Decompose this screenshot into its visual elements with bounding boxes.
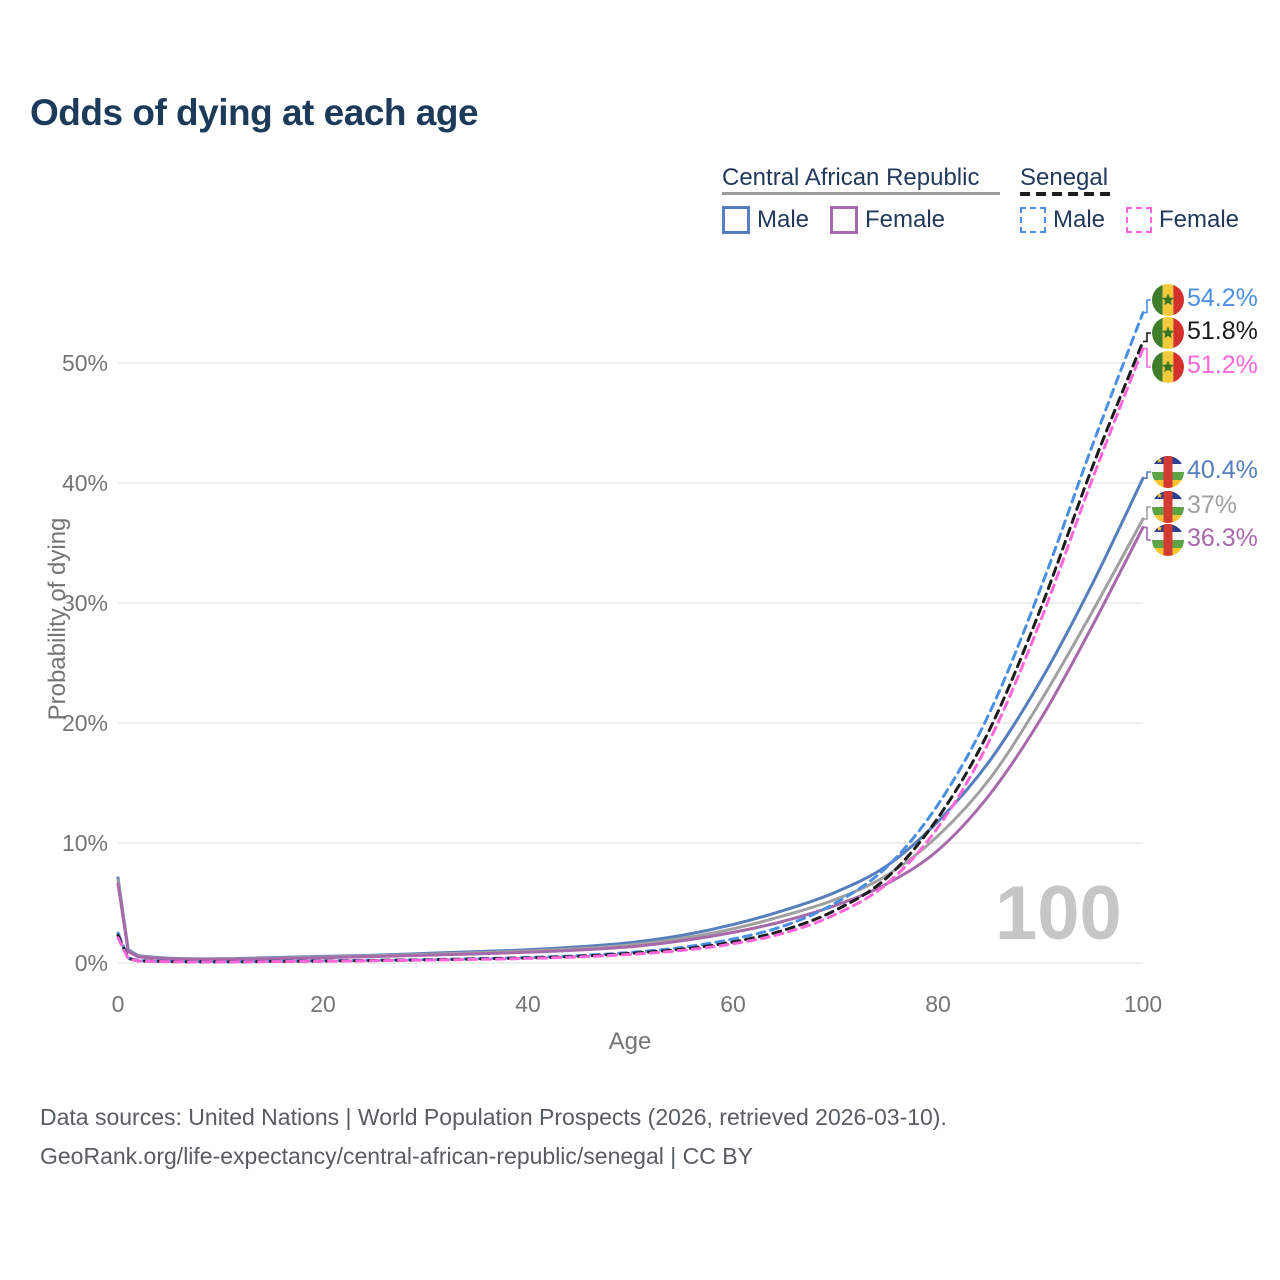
page-title: Odds of dying at each age bbox=[30, 92, 479, 133]
x-tick-label: 80 bbox=[925, 991, 951, 1017]
legend-item-label: Male bbox=[1053, 206, 1106, 233]
senegal-flag-icon bbox=[1152, 351, 1184, 383]
flag-part bbox=[1163, 491, 1173, 523]
flag-part bbox=[1156, 525, 1163, 531]
x-axis-title: Age bbox=[608, 1028, 652, 1055]
y-tick-label: 40% bbox=[62, 470, 108, 496]
x-tick-label: 60 bbox=[720, 991, 746, 1017]
end-label-senegal-male: 54.2% bbox=[1187, 284, 1258, 312]
legend-item-label: Female bbox=[1159, 206, 1240, 233]
label-connector-senegal-male bbox=[1143, 299, 1151, 314]
flag-part bbox=[1161, 360, 1175, 373]
series-line-senegal-both bbox=[116, 339, 1145, 964]
car-male-swatch-icon bbox=[722, 206, 750, 234]
y-tick-label: 10% bbox=[62, 830, 108, 856]
end-label-car-male: 40.4% bbox=[1187, 456, 1258, 484]
label-connector-senegal-female bbox=[1143, 347, 1151, 368]
x-tick-label: 100 bbox=[1124, 991, 1162, 1017]
y-tick-label: 50% bbox=[62, 350, 108, 376]
y-axis-title: Probability of dying bbox=[44, 517, 71, 721]
flag-part bbox=[1152, 317, 1163, 349]
flag-part bbox=[1161, 293, 1175, 306]
car-flag-icon bbox=[1152, 524, 1184, 556]
flag-part bbox=[1173, 351, 1184, 383]
y-tick-label: 0% bbox=[75, 950, 108, 976]
flag-part bbox=[1163, 524, 1173, 556]
flag-part bbox=[1161, 326, 1175, 339]
legend-item-label: Female bbox=[865, 206, 946, 233]
flag-part bbox=[1152, 351, 1163, 383]
legend-item-car-male: Male bbox=[722, 206, 809, 234]
car-female-swatch-icon bbox=[830, 206, 858, 234]
label-connector-senegal-both bbox=[1143, 332, 1151, 343]
age-counter-watermark: 100 bbox=[995, 871, 1122, 956]
series-line-car-female bbox=[116, 525, 1145, 961]
footer-sources: Data sources: United Nations | World Pop… bbox=[40, 1104, 947, 1130]
x-tick-label: 20 bbox=[310, 991, 336, 1017]
car-flag-icon bbox=[1152, 456, 1184, 488]
x-tick-label: 40 bbox=[515, 991, 541, 1017]
senegal-female-swatch-icon bbox=[1126, 207, 1152, 233]
series-line-car-male bbox=[116, 476, 1145, 961]
end-label-senegal-female: 51.2% bbox=[1187, 351, 1258, 379]
x-tick-label: 0 bbox=[112, 991, 125, 1017]
legend-group-label-senegal: Senegal bbox=[1020, 164, 1109, 191]
legend-group-label-car: Central African Republic bbox=[722, 164, 980, 191]
flag-part bbox=[1156, 492, 1163, 498]
legend-item-senegal-male: Male bbox=[1020, 206, 1105, 234]
label-connector-car-male bbox=[1143, 471, 1151, 479]
legend-underline-senegal-line bbox=[1020, 192, 1112, 196]
y-tick-label: 30% bbox=[62, 590, 108, 616]
footer-link: GeoRank.org/life-expectancy/central-afri… bbox=[40, 1143, 753, 1169]
y-tick-label: 20% bbox=[62, 710, 108, 736]
senegal-flag-icon bbox=[1152, 317, 1184, 349]
legend-item-car-female: Female bbox=[830, 206, 945, 234]
series-line-senegal-male bbox=[116, 311, 1145, 964]
flag-part bbox=[1156, 457, 1163, 463]
flag-part bbox=[1152, 284, 1163, 316]
legend-underline-car-line bbox=[722, 192, 1000, 195]
legend-item-senegal-female: Female bbox=[1126, 206, 1239, 234]
legend-item-label: Male bbox=[757, 206, 810, 233]
senegal-flag-icon bbox=[1152, 284, 1184, 316]
end-label-car-female: 36.3% bbox=[1187, 524, 1258, 552]
end-label-senegal-both: 51.8% bbox=[1187, 317, 1258, 345]
label-connector-car-female bbox=[1143, 526, 1151, 541]
flag-part bbox=[1173, 317, 1184, 349]
senegal-male-swatch-icon bbox=[1020, 207, 1046, 233]
label-connector-car-both bbox=[1143, 506, 1151, 520]
end-label-car-both: 37% bbox=[1187, 491, 1238, 519]
flag-part bbox=[1163, 456, 1173, 488]
series-line-senegal-female bbox=[116, 347, 1145, 964]
car-flag-icon bbox=[1152, 491, 1184, 523]
flag-part bbox=[1173, 284, 1184, 316]
